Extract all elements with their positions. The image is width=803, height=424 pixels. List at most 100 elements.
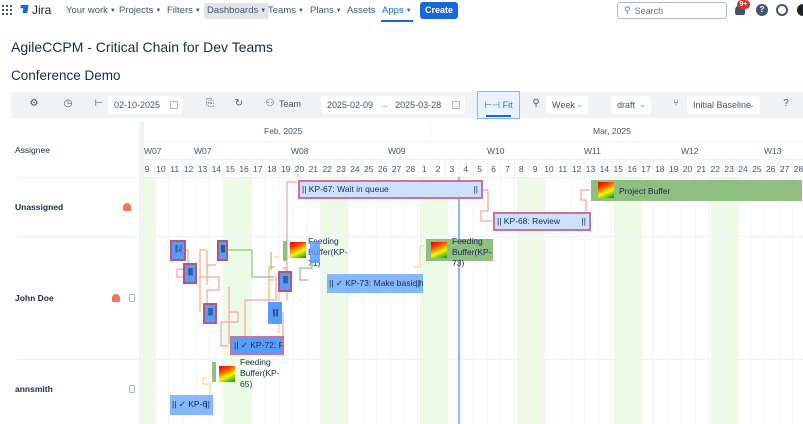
fit-button[interactable]: ⊢⊣ Fit [477, 91, 520, 119]
task-bar-kp-73[interactable]: || ✓ KP-73: Make basic h || [327, 274, 423, 293]
branch-icon[interactable]: ⑂ [673, 98, 679, 109]
nav-projects[interactable]: Projects ▼ [116, 3, 164, 19]
task-bar-small[interactable]: |||| [278, 271, 292, 292]
help-circle-icon[interactable]: ? [783, 98, 789, 109]
day-label: 26 [765, 164, 776, 174]
alarm-icon[interactable] [123, 203, 131, 211]
start-marker-icon[interactable]: ⊢ [94, 98, 104, 109]
day-label: 13 [197, 164, 208, 174]
task-bar-small[interactable]: |||| [203, 303, 217, 324]
feeding-buffer-kp-71[interactable]: Feeding Buffer(KP- 71) [308, 236, 358, 269]
buffer-label: Feeding [452, 236, 483, 246]
page-title: AgileCCPM - Critical Chain for Dev Teams [11, 39, 273, 55]
assignee-column: Assignee Unassigned John Doe annsmith [11, 122, 139, 424]
day-label: 15 [225, 164, 235, 174]
notifications-bell-icon[interactable] [735, 5, 745, 15]
resize-handle[interactable]: || [205, 399, 210, 409]
weekend-column [614, 177, 642, 424]
calendar-icon [452, 101, 460, 109]
task-label: || ✓ KP-72: Fi [234, 340, 284, 350]
task-bar-kp-6[interactable]: || ✓ KP-6 || [170, 395, 213, 415]
help-icon[interactable]: ? [756, 4, 768, 16]
week-label: W13 [764, 146, 782, 156]
date-range-input[interactable]: 2025-02-09 → 2025-03-28 [321, 96, 465, 114]
day-label: 27 [779, 164, 790, 174]
trash-icon[interactable] [129, 385, 135, 393]
zoom-level-select[interactable]: Week ⌄ [546, 96, 588, 114]
task-bar-small[interactable]: |||| [183, 263, 197, 284]
zoom-search-icon[interactable]: ⚲ [532, 98, 540, 109]
chevron-down-icon: ▼ [109, 8, 116, 14]
settings-gear-icon[interactable] [776, 4, 788, 16]
start-date-input[interactable]: 02-10-2025 [108, 96, 183, 114]
project-buffer[interactable]: Project Buffer [591, 180, 802, 201]
nav-filters[interactable]: Filters ▼ [164, 3, 204, 19]
nav-dashboards[interactable]: Dashboards ▼ [204, 3, 270, 19]
column-resize-handle[interactable] [139, 122, 144, 424]
baseline-select[interactable]: Initial Baseline ⌄ [687, 96, 760, 114]
jira-logo[interactable]: Jira [18, 3, 51, 17]
app-name: Jira [32, 3, 52, 17]
nav-label: Assets [347, 5, 376, 16]
day-label: 9 [532, 164, 538, 174]
task-bar-kp-68[interactable]: || KP-68: Review || [493, 212, 591, 231]
day-label: 25 [364, 164, 374, 174]
chevron-down-icon: ▼ [405, 8, 412, 14]
resize-handle[interactable]: || [415, 278, 420, 288]
day-gridline [736, 159, 737, 424]
user-avatar[interactable] [797, 4, 803, 16]
buffer-label: Feeding [308, 236, 339, 246]
week-label: W07 [144, 146, 162, 156]
day-label: 28 [405, 164, 416, 174]
nav-your-work[interactable]: Your work ▼ [63, 3, 119, 19]
resize-handle[interactable]: || [473, 184, 478, 194]
nav-plans[interactable]: Plans ▼ [307, 3, 345, 19]
weekend-column [420, 177, 448, 424]
day-gridline [611, 159, 612, 424]
alarm-icon[interactable] [112, 294, 120, 302]
notification-badge: 9+ [737, 0, 750, 9]
create-button[interactable]: Create [420, 2, 458, 19]
task-label: || KP-68: Review [497, 216, 560, 226]
day-label: 23 [724, 164, 734, 174]
day-gridline [708, 159, 709, 424]
day-label: 11 [170, 164, 180, 174]
buffer-marker [212, 362, 216, 382]
day-gridline [598, 159, 599, 424]
task-bar-kp-72[interactable]: || ✓ KP-72: Fi [230, 336, 284, 355]
nav-label: Filters [167, 5, 193, 16]
task-bar-small[interactable] [310, 242, 320, 263]
baseline-value: Initial Baseline [693, 100, 752, 110]
day-label: 1 [421, 164, 427, 174]
day-gridline [168, 159, 169, 424]
week-label: W09 [388, 146, 406, 156]
day-gridline [556, 159, 557, 424]
speedometer-icon[interactable]: ◷ [63, 98, 73, 109]
team-button[interactable]: Team [279, 99, 302, 109]
trash-icon[interactable] [129, 294, 135, 302]
nav-apps[interactable]: Apps ▼ [379, 3, 415, 22]
settings-cog-icon[interactable]: ⚙ [29, 98, 39, 109]
range-arrow-icon: → [379, 100, 389, 110]
export-file-icon[interactable]: ⎘ [206, 98, 214, 109]
week-label: W07 [194, 146, 212, 156]
search-input[interactable]: ⚲ Search [617, 2, 727, 19]
task-bar-small[interactable]: ||↓| [170, 240, 186, 261]
day-gridline [514, 159, 515, 424]
task-bar-small[interactable]: |||| [217, 240, 228, 261]
nav-assets[interactable]: Assets [344, 3, 379, 19]
day-gridline [695, 159, 696, 424]
nav-teams[interactable]: Teams ▼ [265, 3, 307, 19]
refresh-icon[interactable]: ↻ [234, 98, 244, 109]
buffer-label: Feeding [240, 357, 271, 367]
resize-handle[interactable]: || [581, 216, 586, 226]
row-divider [17, 359, 139, 360]
feeding-buffer-kp-65[interactable]: Feeding Buffer(KP- 65) [240, 357, 290, 390]
task-bar-small[interactable]: || || [268, 302, 282, 324]
nav-label: Teams [268, 5, 296, 16]
status-select[interactable]: draft ⌄ [611, 96, 651, 114]
day-gridline [764, 159, 765, 424]
team-icon[interactable]: ⚇ [265, 98, 275, 109]
app-switcher-icon[interactable] [2, 5, 12, 15]
task-bar-kp-67[interactable]: || KP-67: Wait in queue || [298, 180, 483, 199]
